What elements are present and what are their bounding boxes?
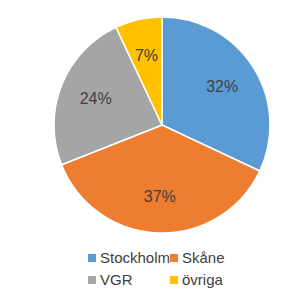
- data-label: 32%: [206, 78, 238, 95]
- legend: Stockholm Skåne VGR övriga: [88, 249, 225, 288]
- legend-swatch: [88, 276, 96, 284]
- legend-swatch: [170, 254, 178, 262]
- pie-slice: [116, 17, 162, 125]
- data-label: 24%: [80, 90, 112, 107]
- legend-swatch: [88, 254, 96, 262]
- data-label: 7%: [135, 47, 158, 64]
- pie-slice: [54, 27, 162, 164]
- data-labels: 32% 37% 24% 7%: [80, 47, 238, 205]
- legend-label: övriga: [182, 271, 224, 288]
- chart: 32% 37% 24% 7% Stockholm Skåne VGR övriga: [0, 0, 295, 304]
- data-label: 37%: [144, 188, 176, 205]
- legend-swatch: [170, 276, 178, 284]
- pie: [54, 17, 270, 233]
- legend-label: Stockholm: [100, 249, 170, 266]
- legend-label: Skåne: [182, 249, 225, 266]
- legend-label: VGR: [100, 271, 133, 288]
